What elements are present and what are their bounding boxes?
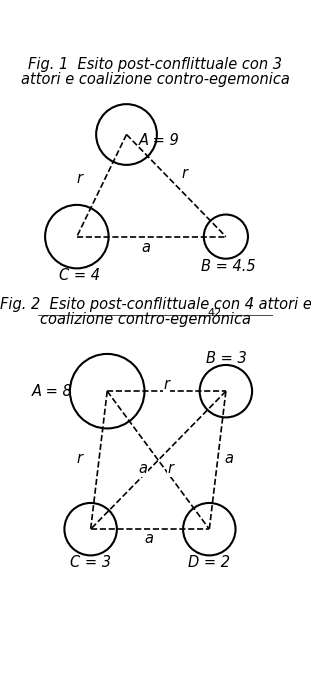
Text: B = 4.5: B = 4.5 [201, 260, 256, 275]
Text: r: r [164, 377, 169, 392]
Text: Fig. 1  Esito post-conflittuale con 3: Fig. 1 Esito post-conflittuale con 3 [29, 57, 282, 72]
Text: r: r [77, 451, 83, 466]
Text: a: a [141, 240, 150, 255]
Text: r: r [182, 166, 188, 180]
Text: a: a [144, 531, 153, 546]
Text: B = 3: B = 3 [206, 350, 246, 365]
Text: a: a [224, 451, 233, 466]
Text: C = 3: C = 3 [70, 555, 111, 570]
Text: C = 4: C = 4 [59, 268, 100, 283]
Text: D = 2: D = 2 [188, 555, 230, 570]
Text: 42: 42 [208, 307, 222, 318]
Text: a: a [139, 461, 148, 476]
Text: Fig. 2  Esito post-conflittuale con 4 attori e: Fig. 2 Esito post-conflittuale con 4 att… [0, 296, 311, 311]
Text: coalizione contro-egemonica: coalizione contro-egemonica [40, 312, 251, 327]
Text: r: r [168, 461, 174, 476]
Text: A = 8: A = 8 [32, 384, 72, 399]
Text: r: r [77, 171, 83, 186]
Text: A = 9: A = 9 [139, 133, 180, 148]
Text: attori e coalizione contro-egemonica: attori e coalizione contro-egemonica [21, 72, 290, 87]
